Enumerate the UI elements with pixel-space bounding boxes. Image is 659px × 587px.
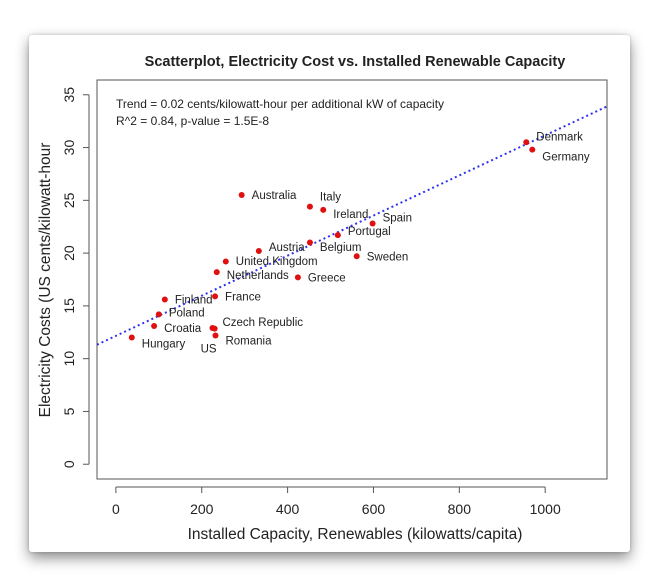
trendline [96, 105, 608, 346]
point-label: Belgium [320, 242, 362, 254]
x-axis: 0 200 400 600 800 1000 [112, 486, 561, 517]
point-marker [151, 322, 158, 329]
data-point: Romania [212, 332, 272, 347]
point-label: Netherlands [227, 270, 289, 282]
point-marker [523, 139, 530, 146]
point-marker [128, 334, 135, 341]
point-label: Australia [252, 190, 297, 202]
data-point: Hungary [128, 334, 186, 351]
y-tick-label: 0 [61, 460, 77, 468]
data-point: Croatia [151, 322, 202, 335]
y-tick-label: 10 [61, 351, 77, 367]
x-tick-label: 0 [112, 501, 120, 517]
point-label: Germany [542, 152, 590, 164]
data-point: United Kingdom [222, 256, 318, 268]
point-marker [155, 311, 162, 318]
point-label: Finland [175, 295, 213, 307]
data-point: Ireland [320, 206, 368, 221]
point-marker [161, 296, 168, 303]
y-axis: 0 5 10 15 20 25 30 35 [61, 87, 90, 468]
point-label: Ireland [333, 209, 368, 221]
point-marker [222, 258, 229, 265]
data-point: Spain [369, 213, 412, 227]
plot-frame [96, 79, 608, 480]
data-point: Belgium [306, 239, 362, 254]
y-tick-label: 15 [61, 298, 77, 314]
point-marker [334, 232, 341, 239]
data-point: Greece [294, 272, 346, 284]
data-point: Australia [238, 190, 297, 202]
point-label: United Kingdom [236, 256, 318, 268]
point-label: Hungary [142, 339, 186, 351]
point-marker [294, 274, 301, 281]
point-marker [212, 332, 219, 339]
point-label: Spain [383, 213, 412, 225]
point-label: Greece [308, 272, 346, 284]
point-marker [353, 253, 360, 260]
y-tick-label: 5 [61, 407, 77, 415]
x-tick-label: 800 [448, 501, 472, 517]
point-marker [306, 203, 313, 210]
point-label: Portugal [348, 226, 391, 238]
data-point: Czech Republic [209, 317, 303, 332]
x-axis-label: Installed Capacity, Renewables (kilowatt… [188, 526, 523, 543]
data-point: Finland [161, 295, 213, 307]
y-axis-label: Electricity Costs (US cents/kilowatt-hou… [37, 143, 54, 418]
data-point: US [201, 325, 218, 356]
r2-annotation: R^2 = 0.84, p-value = 1.5E-8 [116, 114, 269, 128]
data-point: France [212, 291, 261, 303]
point-marker [238, 192, 245, 199]
point-label: France [225, 291, 261, 303]
point-marker [529, 146, 536, 153]
point-marker [255, 248, 262, 254]
x-tick-label: 1000 [530, 501, 561, 517]
data-point: Portugal [334, 226, 391, 239]
point-label: Denmark [536, 131, 583, 143]
point-label: Croatia [164, 323, 202, 335]
data-point: Poland [155, 307, 205, 319]
data-point: Austria [255, 242, 305, 254]
point-marker [320, 206, 327, 213]
data-point: Denmark [523, 131, 583, 146]
x-tick-label: 400 [276, 501, 300, 517]
data-point: Sweden [353, 251, 409, 263]
point-label: Czech Republic [222, 317, 303, 329]
point-label: Poland [169, 307, 205, 319]
y-tick-label: 25 [61, 192, 77, 208]
data-point: Netherlands [213, 269, 289, 282]
point-label: US [201, 344, 217, 356]
point-label: Austria [269, 242, 305, 254]
points-group: Denmark Germany Australia Italy Ireland Spain… [128, 131, 590, 356]
data-point: Italy [306, 192, 341, 210]
point-marker [369, 220, 376, 227]
chart-title: Scatterplot, Electricity Cost vs. Instal… [145, 54, 566, 70]
y-tick-label: 20 [61, 245, 77, 261]
point-marker [213, 269, 220, 276]
point-marker [212, 293, 219, 300]
trend-annotation: Trend = 0.02 cents/kilowatt-hour per add… [116, 97, 444, 111]
trendline-group [96, 105, 608, 346]
y-tick-label: 30 [61, 140, 77, 156]
chart-card [29, 35, 630, 552]
point-marker [211, 325, 218, 332]
x-tick-label: 200 [190, 501, 214, 517]
point-label: Romania [225, 335, 272, 347]
y-tick-label: 35 [61, 87, 77, 103]
point-marker [306, 239, 313, 246]
data-point: Germany [529, 146, 590, 164]
x-tick-label: 600 [362, 501, 386, 517]
point-label: Sweden [367, 251, 409, 263]
point-label: Italy [320, 192, 341, 204]
